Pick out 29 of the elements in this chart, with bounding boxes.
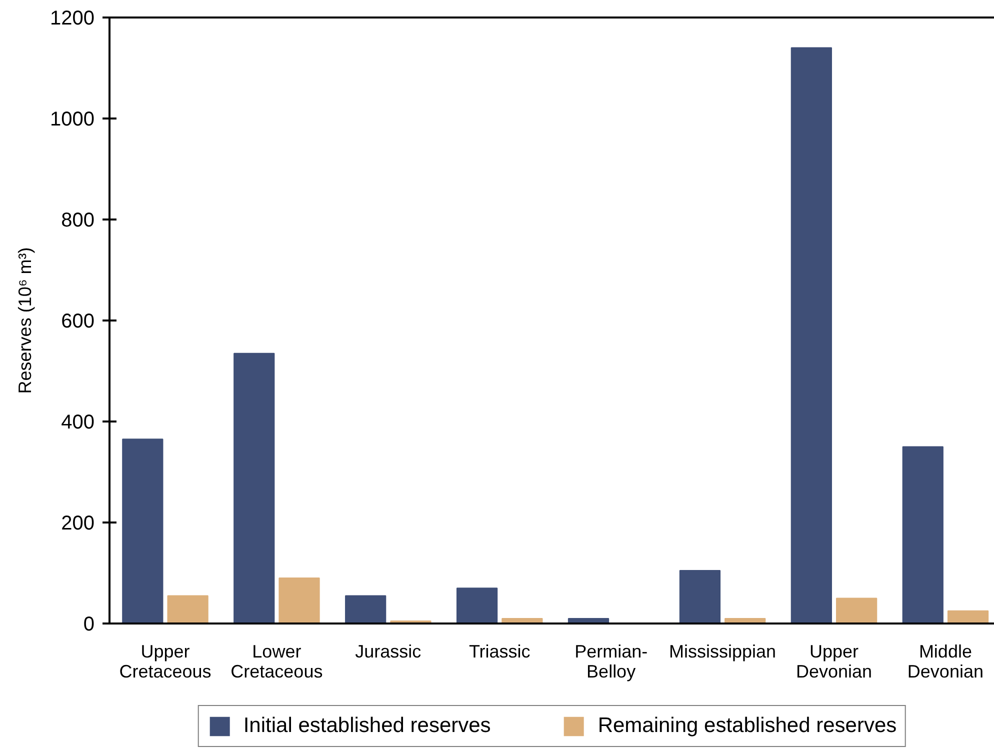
- x-tick-label: Jurassic: [355, 642, 422, 662]
- y-tick-label: 800: [61, 210, 95, 232]
- x-tick-label: Upper Cretaceous: [119, 642, 212, 682]
- x-tick-label: Triassic: [468, 642, 530, 662]
- legend-label: Remaining established reserves: [598, 714, 897, 738]
- bar: [947, 610, 989, 624]
- y-tick-label: 400: [61, 412, 95, 434]
- bar: [278, 578, 320, 624]
- y-tick-label: 0: [83, 614, 94, 636]
- bar: [122, 438, 164, 624]
- bar: [836, 598, 878, 624]
- y-axis-title: Reserves (10⁶ m³): [15, 247, 36, 394]
- x-tick-label: Middle Devonian: [907, 642, 984, 682]
- legend-label: Initial established reserves: [243, 714, 491, 738]
- y-tick-label: 600: [61, 310, 95, 332]
- x-tick-label: Lower Cretaceous: [230, 642, 323, 682]
- x-tick-label: Permian-Belloy: [574, 642, 648, 682]
- x-tick-label: Mississippian: [669, 642, 776, 662]
- bar: [790, 47, 832, 624]
- y-tick-label: 200: [61, 512, 95, 534]
- bar: [456, 588, 498, 624]
- bar: [167, 595, 208, 624]
- bar: [679, 570, 721, 624]
- bar: [345, 595, 386, 624]
- x-tick-label: Upper Devonian: [796, 642, 872, 682]
- y-tick-label: 1200: [50, 8, 95, 30]
- y-tick-label: 1000: [50, 108, 95, 130]
- bar: [234, 352, 275, 624]
- bar: [902, 446, 944, 624]
